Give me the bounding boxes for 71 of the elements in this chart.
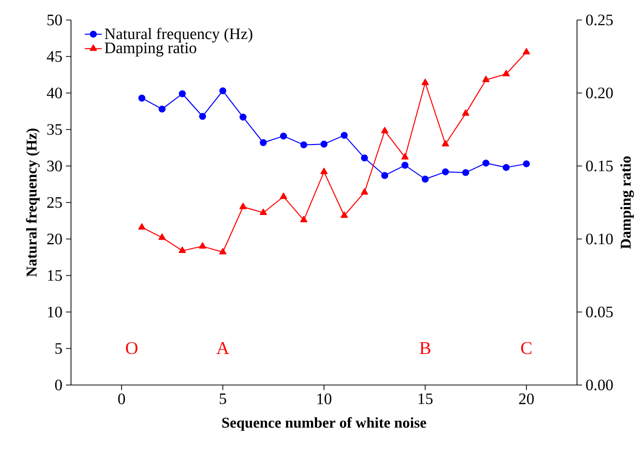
- y2-tick-label: 0.15: [586, 160, 613, 172]
- point: [320, 140, 328, 148]
- point: [178, 246, 186, 253]
- point: [340, 212, 348, 218]
- point: [219, 87, 226, 94]
- point: [522, 48, 530, 54]
- x-tick-label: 5: [220, 394, 226, 404]
- x-tick-label: 20: [519, 394, 534, 404]
- legend-label: Damping ratio: [104, 42, 196, 57]
- y-tick-label: 45: [46, 51, 62, 62]
- point: [381, 126, 388, 134]
- y-tick-label: 0: [55, 380, 62, 390]
- point: [422, 78, 429, 86]
- y2-tick-label: 0.10: [586, 234, 613, 244]
- point: [199, 112, 206, 120]
- point: [300, 141, 308, 148]
- annotation: B: [420, 342, 430, 354]
- y-tick-label: 25: [47, 197, 62, 208]
- y2-axis-title: Damping ratio: [620, 156, 634, 249]
- point: [401, 162, 408, 169]
- point: [360, 188, 368, 195]
- y-tick-label: 15: [48, 270, 62, 281]
- point: [482, 76, 490, 82]
- y2-tick-label: 0.25: [586, 14, 613, 26]
- y2-tick-label: 0.00: [586, 380, 613, 390]
- y-tick-label: 35: [47, 124, 62, 135]
- y-tick-label: 40: [46, 88, 62, 98]
- point: [360, 154, 368, 162]
- point: [219, 248, 226, 254]
- point: [280, 132, 288, 140]
- point: [462, 109, 470, 116]
- point: [442, 140, 450, 146]
- point: [158, 233, 166, 240]
- x-tick-label: 10: [317, 394, 332, 404]
- point: [138, 94, 146, 102]
- y2-tick-label: 0.05: [586, 306, 613, 318]
- point: [502, 70, 510, 76]
- annotation: C: [521, 342, 532, 354]
- point: [280, 192, 288, 199]
- y-tick-label: 20: [47, 234, 62, 244]
- point: [422, 176, 429, 183]
- point: [178, 90, 186, 98]
- x-axis-title: Sequence number of white noise: [222, 417, 426, 431]
- point: [381, 172, 388, 179]
- point: [300, 216, 308, 222]
- point: [260, 139, 267, 146]
- point: [138, 223, 146, 230]
- x-tick-label: 0: [118, 394, 125, 404]
- y-tick-label: 50: [47, 14, 62, 26]
- y-tick-label: 5: [55, 343, 62, 354]
- point: [340, 132, 348, 139]
- x-tick-label: 15: [418, 394, 433, 404]
- point: [502, 164, 510, 171]
- y-tick-label: 10: [48, 306, 62, 318]
- point: [198, 242, 206, 249]
- point: [482, 160, 490, 167]
- point: [239, 202, 247, 210]
- point: [442, 168, 449, 176]
- point: [401, 153, 409, 160]
- point: [240, 114, 247, 121]
- annotation: A: [216, 342, 230, 354]
- point: [462, 169, 470, 176]
- legend-label: Natural frequency (Hz): [104, 28, 252, 42]
- y-tick-label: 30: [47, 160, 62, 172]
- y-axis-title: Natural frequency (Hz): [26, 128, 40, 277]
- point: [158, 106, 166, 113]
- point: [320, 168, 328, 174]
- point: [260, 208, 267, 216]
- annotation: O: [126, 342, 138, 354]
- y2-tick-label: 0.20: [586, 88, 613, 98]
- point: [522, 160, 530, 168]
